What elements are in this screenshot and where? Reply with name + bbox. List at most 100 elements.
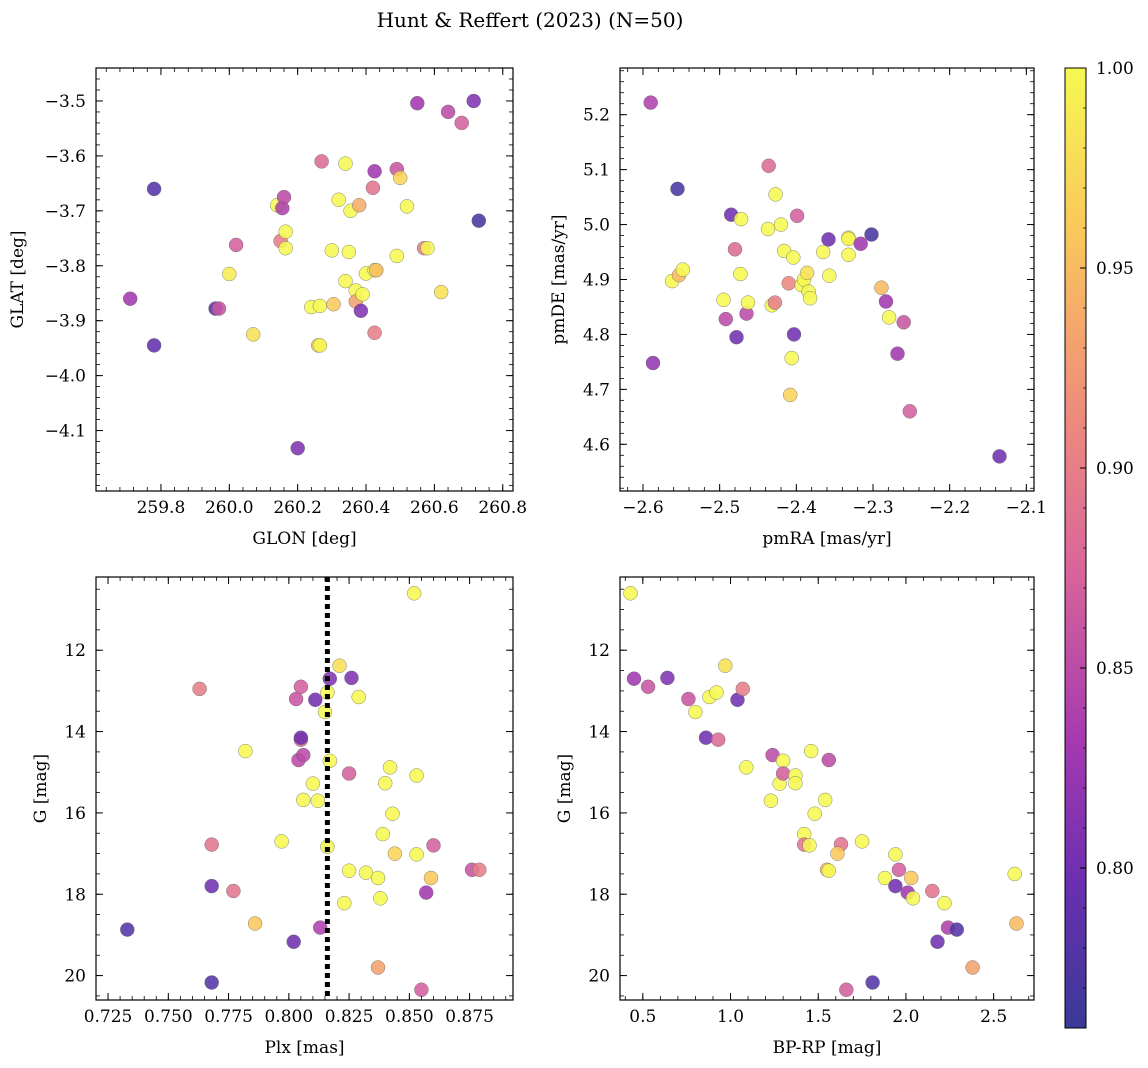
data-point [387, 846, 403, 861]
y-tick-label: −3.8 [45, 257, 86, 277]
y-tick-label: 4.7 [583, 380, 610, 400]
data-point [821, 752, 836, 768]
data-point [881, 310, 897, 325]
data-point [660, 670, 675, 686]
x-axis-label: BP-RP [mag] [773, 1038, 882, 1058]
data-point [821, 232, 836, 247]
data-point [471, 213, 486, 228]
data-point [878, 294, 894, 309]
data-point [816, 244, 831, 260]
x-tick-label: 260.8 [478, 498, 527, 518]
data-point [904, 870, 919, 886]
x-tick-label: −2.5 [699, 498, 740, 518]
data-point [841, 247, 856, 263]
data-point [802, 838, 817, 853]
x-tick-label: 0.800 [264, 1007, 313, 1027]
data-point [393, 170, 408, 186]
y-tick-label: 20 [64, 967, 86, 987]
data-point [688, 704, 703, 720]
data-point [353, 303, 369, 318]
x-tick-label: 1.0 [717, 1007, 744, 1027]
panel-bprp-g: 0.5 1.0 1.5 2.0 2.5 12 14 16 18 20 BP-RP [mag] G [m… [555, 576, 1035, 1058]
data-point [937, 896, 952, 911]
x-tick-label: 0.775 [204, 1007, 253, 1027]
data-point [740, 295, 756, 310]
x-tick-label: 259.8 [137, 498, 186, 518]
data-point [278, 224, 293, 239]
x-tick-label: 260.0 [205, 498, 254, 518]
data-point [789, 208, 805, 224]
data-point [902, 404, 917, 419]
panel-glon-glat: 259.8 260.0 260.2 260.4 260.6 260.8 −3.5 −3.6 −3… [8, 67, 527, 549]
data-point [896, 315, 911, 330]
x-tick-label: 260.4 [342, 498, 391, 518]
data-point [313, 920, 328, 935]
colorbar-tick-label: 0.90 [1096, 459, 1134, 479]
data-point [211, 301, 227, 316]
axes-frame [95, 67, 514, 492]
data-point [830, 846, 845, 861]
x-tick-label: −2.6 [622, 498, 663, 518]
x-tick-label: 0.875 [445, 1007, 494, 1027]
data-point [735, 681, 750, 697]
data-point [369, 263, 384, 278]
data-point [760, 221, 776, 237]
data-point [949, 922, 964, 937]
data-point [367, 164, 382, 179]
data-point [337, 896, 352, 911]
data-point [718, 311, 733, 327]
data-point [761, 158, 776, 174]
data-point [278, 240, 293, 256]
data-point [192, 681, 207, 697]
data-point [341, 766, 357, 781]
data-point [853, 236, 868, 252]
data-point [865, 975, 880, 990]
data-point [640, 679, 656, 694]
data-point [370, 960, 386, 975]
data-point [423, 870, 439, 886]
figure-title: Hunt & Reffert (2023) (N=50) [377, 8, 684, 32]
y-tick-label: 18 [64, 885, 86, 905]
data-point [775, 766, 791, 781]
y-tick-label: 18 [588, 885, 610, 905]
data-point [925, 883, 940, 899]
data-point [783, 387, 798, 403]
y-tick-label: 14 [64, 723, 86, 743]
data-point [247, 916, 263, 931]
data-point [409, 768, 424, 783]
y-axis-label: G [mag] [555, 754, 575, 823]
data-point [645, 355, 661, 371]
data-point [854, 834, 870, 849]
data-point [204, 878, 219, 894]
data-point [472, 862, 487, 877]
data-point [767, 295, 783, 310]
x-tick-label: −2.1 [1006, 498, 1047, 518]
data-point [409, 847, 424, 862]
data-point [373, 891, 388, 906]
x-tick-label: 0.850 [385, 1007, 434, 1027]
data-point [739, 760, 754, 775]
y-axis-label: pmDE [mas/yr] [549, 214, 569, 344]
colorbar-tick-label: 0.85 [1096, 659, 1134, 679]
colorbar: 0.80 0.85 0.90 0.95 1.00 [1064, 59, 1134, 1029]
data-point [698, 730, 714, 745]
data-point [382, 760, 398, 775]
data-point [434, 284, 449, 300]
data-point [351, 689, 366, 705]
colorbar-tick-label: 1.00 [1096, 59, 1134, 79]
data-point [338, 273, 353, 289]
data-point [399, 199, 415, 214]
data-point [773, 217, 789, 232]
data-point [326, 297, 341, 312]
y-tick-label: 5.0 [583, 216, 610, 236]
data-point [888, 878, 903, 894]
data-point [122, 291, 138, 306]
y-tick-label: 4.8 [583, 325, 610, 345]
data-point [711, 732, 726, 747]
y-tick-label: 4.6 [583, 435, 610, 455]
x-tick-label: 260.2 [273, 498, 322, 518]
data-point [874, 280, 889, 295]
y-tick-label: 4.9 [583, 271, 610, 291]
colorbar-gradient [1064, 67, 1087, 1029]
